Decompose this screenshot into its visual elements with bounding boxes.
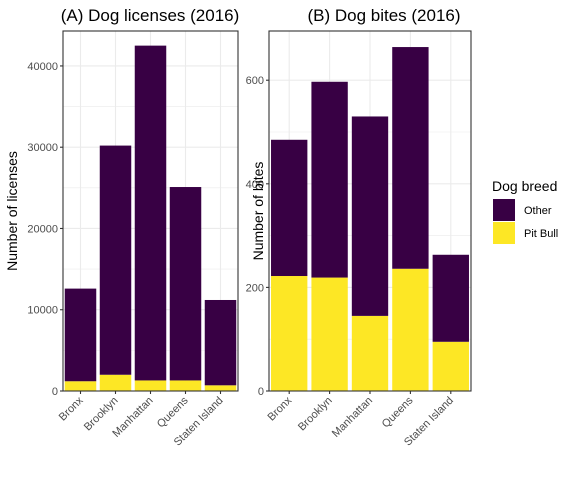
bar-other-staten-island	[204, 299, 237, 386]
bar-other-bronx	[271, 139, 308, 277]
bar-pit-bull-queens	[392, 268, 429, 391]
x-tick-label: Bronx	[57, 394, 86, 423]
bar-pit-bull-bronx	[271, 276, 308, 391]
bar-pit-bull-staten-island	[204, 385, 237, 391]
x-tick-label: Queens	[380, 394, 416, 430]
bar-pit-bull-manhattan	[351, 315, 389, 391]
y-axis-label: Number of bites	[250, 162, 266, 261]
bar-pit-bull-brooklyn	[99, 374, 132, 391]
y-tick-label: 600	[246, 75, 264, 87]
legend-title: Dog breed	[492, 178, 557, 194]
bar-other-manhattan	[351, 116, 389, 316]
legend-swatch	[493, 199, 515, 221]
y-tick-label: 0	[258, 386, 264, 398]
bar-other-bronx	[64, 288, 97, 382]
y-tick-label: 40000	[27, 61, 58, 73]
bar-pit-bull-staten-island	[432, 341, 469, 391]
x-tick-label: Bronx	[266, 394, 295, 423]
bar-other-brooklyn	[311, 81, 348, 278]
y-tick-label: 400	[246, 179, 264, 191]
chart-panel-a: 010000200003000040000BronxBrooklynManhat…	[4, 6, 239, 449]
x-tick-label: Manhattan	[330, 395, 375, 440]
bar-pit-bull-queens	[169, 380, 202, 391]
chart-title: (B) Dog bites (2016)	[307, 6, 460, 25]
x-tick-label: Brooklyn	[296, 395, 335, 434]
bar-pit-bull-brooklyn	[311, 277, 348, 391]
bar-pit-bull-manhattan	[134, 380, 167, 391]
bar-pit-bull-bronx	[64, 381, 97, 391]
y-tick-label: 0	[52, 386, 58, 398]
y-tick-label: 10000	[27, 305, 58, 317]
legend-label: Pit Bull	[524, 228, 558, 240]
legend-label: Other	[524, 205, 552, 217]
bar-other-manhattan	[134, 45, 167, 381]
y-tick-label: 20000	[27, 223, 58, 235]
bar-other-queens	[392, 47, 429, 269]
y-tick-label: 30000	[27, 142, 58, 154]
bar-other-queens	[169, 187, 202, 381]
y-tick-label: 200	[246, 282, 264, 294]
legend-swatch	[493, 222, 515, 244]
y-axis-label: Number of licenses	[4, 151, 20, 271]
legend: Dog breed Other Pit Bull	[492, 178, 558, 244]
bar-other-staten-island	[432, 254, 469, 342]
chart-title: (A) Dog licenses (2016)	[61, 6, 240, 25]
bar-other-brooklyn	[99, 145, 132, 375]
